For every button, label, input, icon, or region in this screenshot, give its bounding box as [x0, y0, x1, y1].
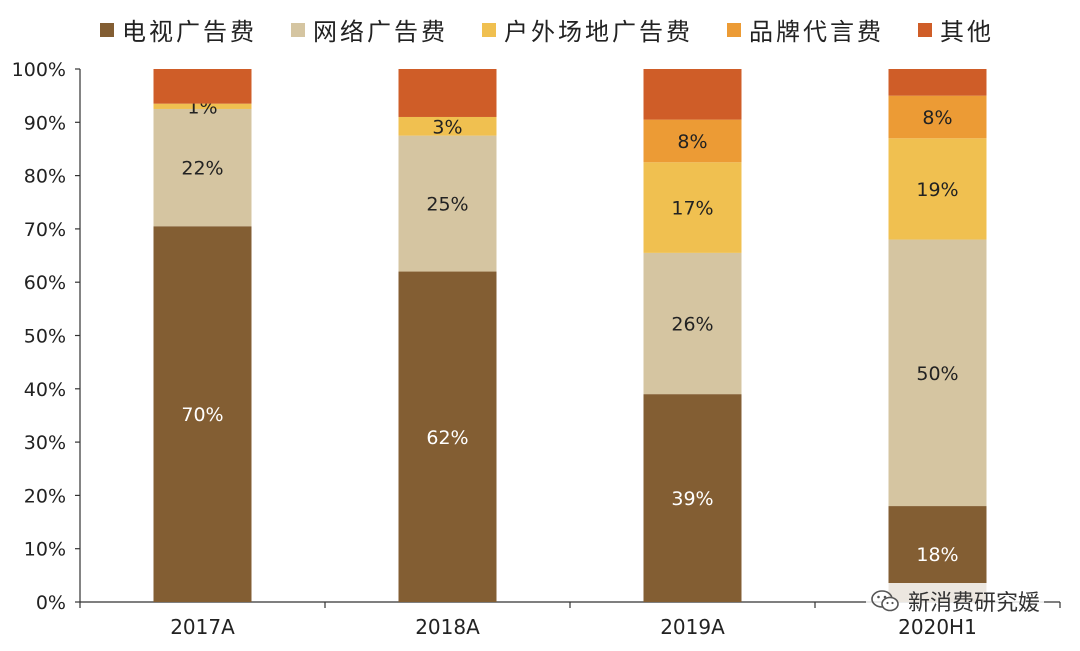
bar-segment [888, 239, 987, 507]
y-tick-label: 90% [24, 112, 66, 134]
legend-swatch [482, 22, 496, 37]
bar-segment [888, 69, 987, 96]
data-label: 22% [181, 158, 223, 180]
legend-item: 户外场地广告费 [482, 12, 693, 47]
bar-segment [643, 69, 742, 120]
legend-label: 品牌代言费 [749, 18, 884, 46]
data-label: 8% [922, 107, 952, 129]
bar-segment [888, 95, 987, 139]
bar-segment [888, 138, 987, 240]
y-tick-label: 40% [24, 379, 66, 401]
data-label: 8% [677, 131, 707, 153]
legend-item: 电视广告费 [100, 12, 257, 47]
y-tick-label: 70% [24, 219, 66, 241]
legend-swatch [100, 22, 114, 37]
watermark: 新消费研究媛 [865, 583, 1044, 619]
data-label: 62% [426, 427, 468, 449]
y-tick-label: 30% [24, 432, 66, 454]
legend-label: 户外场地广告费 [504, 18, 693, 46]
x-tick-label: 2018A [415, 615, 480, 639]
bar-segment [153, 69, 252, 104]
legend-label: 其他 [940, 18, 994, 46]
data-label: 26% [671, 314, 713, 336]
data-label: 25% [426, 194, 468, 216]
bar-segment [153, 108, 252, 227]
data-label: 17% [671, 198, 713, 220]
legend-label: 电视广告费 [122, 18, 257, 46]
legend-swatch [727, 22, 741, 37]
y-tick-label: 80% [24, 166, 66, 188]
y-tick-label: 20% [24, 485, 66, 507]
legend-item: 其他 [918, 12, 994, 47]
y-tick-label: 100% [12, 59, 66, 81]
legend-swatch [291, 22, 305, 37]
data-label: 39% [671, 488, 713, 510]
bar-segment [398, 69, 497, 117]
data-label: 70% [181, 404, 223, 426]
data-label: 50% [916, 363, 958, 385]
x-tick-label: 2019A [660, 615, 725, 639]
legend-swatch [918, 22, 932, 37]
y-tick-label: 60% [24, 272, 66, 294]
y-tick-label: 50% [24, 326, 66, 348]
legend-label: 网络广告费 [313, 18, 448, 46]
legend-item: 品牌代言费 [727, 12, 884, 47]
legend-item: 网络广告费 [291, 12, 448, 47]
bar-segment [643, 394, 742, 602]
bar-segment [643, 119, 742, 163]
y-tick-label: 0% [36, 592, 66, 614]
bar-segment [153, 226, 252, 603]
watermark-text: 新消费研究媛 [907, 591, 1040, 616]
data-label: 19% [916, 179, 958, 201]
x-tick-label: 2017A [170, 615, 235, 639]
data-label: 18% [916, 544, 958, 566]
bar-segment [643, 252, 742, 395]
bar-segment [643, 162, 742, 253]
bar-segment [398, 135, 497, 272]
data-label: 3% [432, 116, 462, 138]
bar-segment [153, 103, 252, 109]
legend: 电视广告费 网络广告费 户外场地广告费 品牌代言费 其他 [100, 12, 994, 47]
bar-segment [398, 271, 497, 602]
y-tick-label: 10% [24, 539, 66, 561]
wechat-icon [871, 590, 899, 612]
x-tick-label: 2020H1 [898, 615, 977, 639]
bar-segment [398, 116, 497, 136]
